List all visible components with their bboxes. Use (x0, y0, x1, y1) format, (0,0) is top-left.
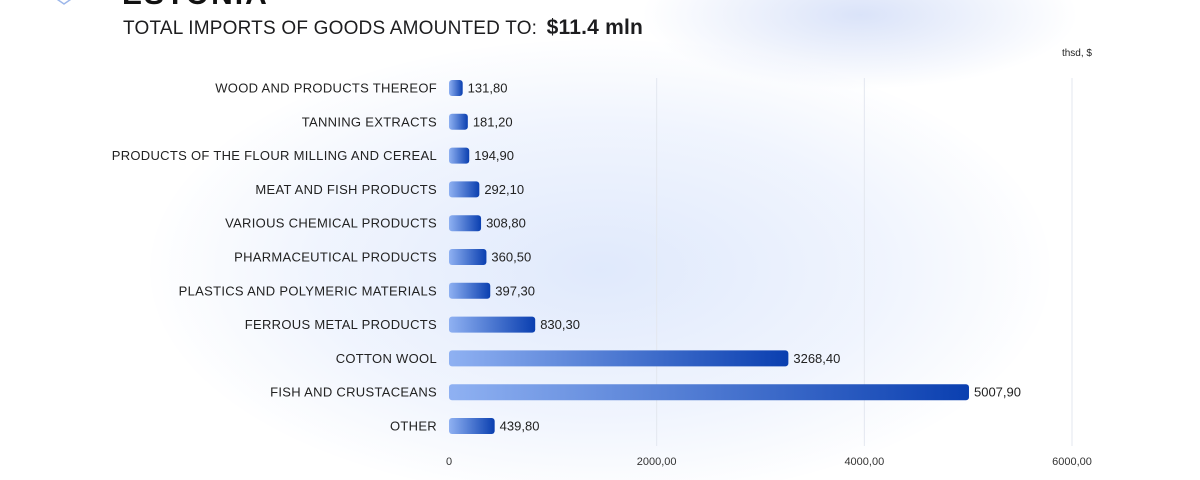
chart-title: TOTAL IMPORTS OF GOODS AMOUNTED TO: $11.… (123, 16, 643, 40)
category-label: FERROUS METAL PRODUCTS (245, 317, 437, 332)
bar (449, 282, 491, 299)
category-label: VARIOUS CHEMICAL PRODUCTS (225, 216, 437, 231)
bar (449, 249, 487, 265)
logo-icon (56, 0, 72, 5)
bar (449, 418, 495, 434)
value-label: 360,50 (491, 250, 531, 265)
value-label: 308,80 (486, 216, 526, 231)
bar (449, 181, 480, 198)
bar (449, 113, 468, 130)
category-label: WOOD AND PRODUCTS THEREOF (215, 81, 437, 96)
value-label: 397,30 (495, 283, 535, 298)
labels: 0 2000,00 4000,00 6000,00 WOOD AND PRODUCTS … (112, 81, 1092, 469)
category-label: PLASTICS AND POLYMERIC MATERIALS (179, 283, 437, 298)
category-label: TANNING EXTRACTS (302, 114, 437, 129)
background-glow (150, 40, 1050, 480)
bar (449, 147, 470, 164)
bar (449, 350, 789, 367)
bar (449, 80, 463, 96)
value-label: 194,90 (474, 148, 514, 163)
category-label: MEAT AND FISH PRODUCTS (255, 182, 437, 197)
value-label: 830,30 (540, 317, 580, 332)
x-tick-label: 0 (446, 456, 452, 468)
chart-title-prefix: TOTAL IMPORTS OF GOODS AMOUNTED TO: (123, 18, 538, 39)
x-tick-label: 2000,00 (637, 456, 677, 468)
bar (449, 316, 536, 333)
x-tick-label: 4000,00 (844, 456, 884, 468)
x-tick-label: 6000,00 (1052, 456, 1092, 468)
category-label: OTHER (390, 419, 437, 434)
category-label: FISH AND CRUSTACEANS (270, 385, 437, 400)
value-label: 439,80 (500, 419, 540, 434)
value-label: 3268,40 (793, 351, 840, 366)
bar (449, 384, 969, 401)
unit-label: thsd, $ (1061, 48, 1092, 59)
value-label: 181,20 (473, 114, 513, 129)
chart-title-amount: $11.4 mln (546, 16, 644, 39)
value-label: 5007,90 (974, 385, 1021, 400)
value-label: 131,80 (468, 81, 508, 96)
bars (449, 80, 969, 434)
value-label: 292,10 (484, 182, 524, 197)
category-label: PHARMACEUTICAL PRODUCTS (234, 250, 437, 265)
bar (449, 215, 482, 232)
country-name: ESTONIA (122, 0, 269, 12)
category-label: COTTON WOOL (336, 351, 437, 366)
category-label: PRODUCTS OF THE FLOUR MILLING AND CEREAL (112, 148, 437, 163)
